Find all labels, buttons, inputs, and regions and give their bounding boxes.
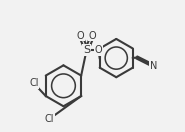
Text: N: N xyxy=(150,61,158,71)
Text: O: O xyxy=(95,45,102,55)
Text: O: O xyxy=(77,31,84,41)
Text: Cl: Cl xyxy=(45,114,54,124)
Text: O: O xyxy=(89,31,96,41)
Text: Cl: Cl xyxy=(29,78,38,88)
Text: S: S xyxy=(83,45,90,55)
